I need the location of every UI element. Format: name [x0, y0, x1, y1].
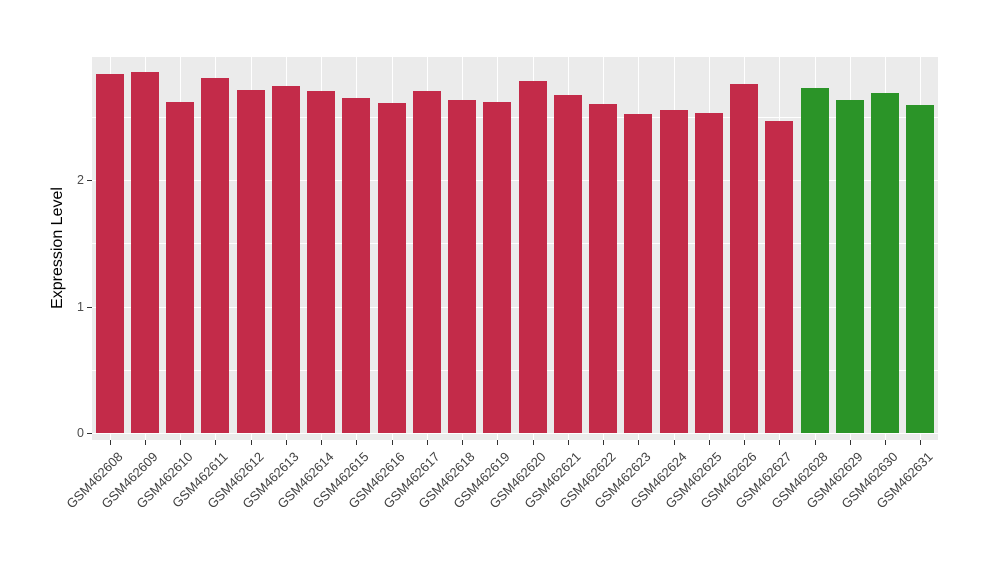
y-tick-mark [87, 180, 92, 181]
gridline-major [92, 306, 938, 308]
bar-GSM462628 [800, 87, 829, 433]
bar-GSM462620 [518, 81, 547, 433]
bar-GSM462610 [166, 101, 195, 433]
gridline-minor [92, 369, 938, 371]
x-tick-mark [426, 440, 428, 445]
x-tick-mark [321, 440, 323, 445]
bar-GSM462614 [307, 91, 336, 433]
y-axis-title-text: Expression Level [49, 187, 66, 309]
gridline-minor [92, 116, 938, 118]
bar-GSM462621 [553, 95, 582, 433]
bar-GSM462629 [835, 100, 864, 433]
bar-GSM462623 [624, 114, 653, 433]
bar-GSM462624 [659, 110, 688, 433]
x-tick-mark [708, 440, 710, 445]
x-tick-mark [497, 440, 499, 445]
bar-GSM462617 [412, 91, 441, 433]
plot-panel [92, 57, 938, 440]
bar-GSM462618 [448, 100, 477, 433]
x-tick-mark [250, 440, 252, 445]
y-tick-label: 1 [77, 299, 84, 314]
x-tick-mark [356, 440, 358, 445]
gridline-major [92, 180, 938, 182]
bar-GSM462616 [377, 102, 406, 433]
x-tick-mark [603, 440, 605, 445]
x-tick-mark [215, 440, 217, 445]
gridline-minor [92, 243, 938, 244]
bar-GSM462622 [589, 104, 618, 433]
y-tick-label: 2 [77, 173, 84, 187]
bar-GSM462615 [342, 97, 371, 433]
y-tick-mark [87, 306, 92, 308]
y-tick-mark [87, 433, 92, 434]
bar-GSM462625 [694, 112, 723, 433]
bar-GSM462612 [236, 90, 265, 433]
x-tick-mark [462, 440, 464, 445]
bar-GSM462609 [130, 72, 159, 433]
bar-GSM462627 [765, 120, 794, 433]
x-tick-mark [567, 440, 569, 445]
bar-GSM462619 [483, 101, 512, 433]
x-tick-mark [673, 440, 675, 445]
x-tick-mark [779, 440, 781, 445]
bar-GSM462630 [871, 92, 900, 433]
bar-GSM462613 [271, 86, 300, 433]
y-tick-label: 0 [77, 426, 84, 440]
x-tick-mark [180, 440, 182, 445]
gridline-major [92, 433, 938, 435]
x-tick-mark [920, 440, 922, 445]
bar-GSM462626 [730, 83, 759, 433]
x-tick-mark [109, 440, 111, 445]
x-tick-mark [144, 440, 146, 445]
x-tick-mark [744, 440, 746, 445]
x-tick-mark [638, 440, 640, 445]
x-tick-mark [391, 440, 393, 445]
x-tick-mark [814, 440, 816, 445]
bar-GSM462631 [906, 105, 935, 433]
x-tick-mark [532, 440, 534, 445]
bar-GSM462611 [201, 77, 230, 433]
x-tick-mark [285, 440, 287, 445]
x-tick-mark [849, 440, 851, 445]
x-tick-mark [885, 440, 887, 445]
bar-GSM462608 [95, 73, 124, 433]
